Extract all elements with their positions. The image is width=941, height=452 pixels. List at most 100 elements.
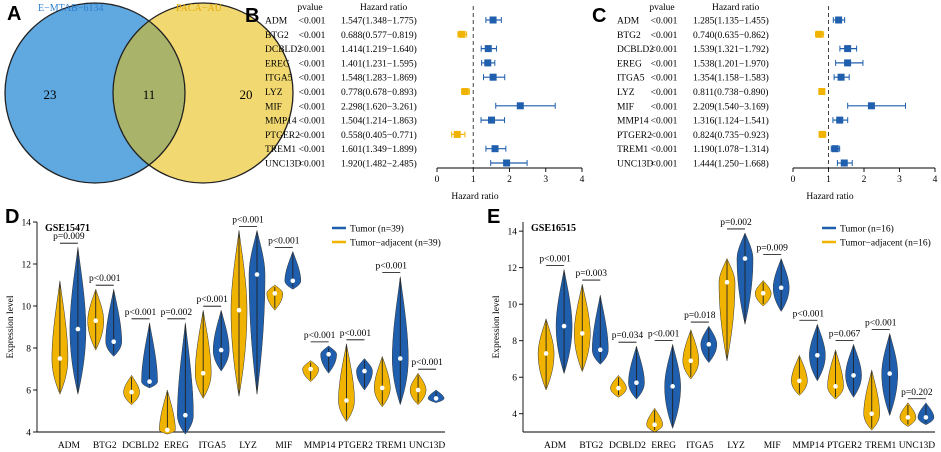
forest_c-pvalue: <0.001 [651,117,678,127]
legend-label-tumor: Tumor (n=16) [840,224,894,235]
forest_b-point-estimate [488,116,496,124]
violin-median-adjacent [760,290,766,296]
x-category-label: PTGER2 [338,441,373,451]
violin-plot-d: D 4 6 8 10 12 14 Expression level GSE15471 Tumor… [5,206,445,451]
violin-median-adjacent [415,387,421,393]
forest-c-xlabel: Hazard ratio [806,192,853,202]
violin-median-adjacent [905,415,911,420]
violin-median-adjacent [344,398,349,403]
p-value-label: p=0.202 [901,388,933,398]
forest_c-point-estimate [818,130,826,138]
forest_c-tick-label: 3 [897,175,902,185]
violin-median-tumor [887,371,893,376]
forest_b-tick-label: 0 [435,175,440,185]
violin-median-tumor [397,356,403,361]
legend-label-tumor: Tumor (n=39) [350,224,404,235]
forest_c-pvalue: <0.001 [651,131,678,141]
x-category-label: MMP14 [304,441,336,451]
forest_c-pvalue: <0.001 [651,102,678,112]
forest_b-gene-label: ITGA5 [265,74,293,84]
forest_b-point-estimate [458,30,466,38]
forest_b-pvalue: <0.001 [299,88,326,98]
violin-y-tick-label: 10 [22,303,32,313]
violin-median-adjacent [93,318,99,324]
x-category-label: ADM [58,441,81,451]
p-value-label: p<0.001 [340,329,372,339]
forest_b-hr-text: 1.601(1.349−1.899) [341,144,417,155]
forest_b-gene-label: MIF [265,102,282,112]
venn-right-label: PACA−AU [176,3,223,14]
p-value-label: p=0.009 [756,244,788,254]
violin-median-adjacent [797,378,802,384]
forest_b-pvalue: <0.001 [299,31,326,41]
forest_b-point-estimate [484,45,492,53]
p-value-label: p<0.001 [196,295,228,305]
forest_c-pvalue: <0.001 [651,145,678,155]
forest_b-pvalue: <0.001 [299,131,326,141]
violin-median-tumor [923,415,929,420]
forest_b-hr-text: 0.558(0.405−0.771) [341,130,417,141]
x-category-label: DCBLD2 [609,441,646,451]
violin-median-tumor [111,339,117,345]
forest_b-gene-label: PTGER2 [265,131,300,141]
forest-b-pvalue-header: pvalue [297,3,322,13]
forest_b-gene-label: ADM [265,17,288,27]
forest_c-tick-label: 0 [791,175,796,185]
forest_b-tick-label: 1 [471,175,476,185]
p-value-label: p=0.067 [829,329,861,339]
x-category-label: EREG [164,441,189,451]
forest_b-pvalue: <0.001 [299,102,326,112]
forest_c-pvalue: <0.001 [651,59,678,69]
panel-letter-a: A [7,3,21,25]
forest_b-gene-label: DCBLD2 [265,45,302,55]
panel-letter-b: B [245,5,259,27]
forest_b-point-estimate [503,159,511,167]
violin-y-axis-label: Expression level [492,295,502,358]
forest_c-point-estimate [867,102,875,110]
forest_c-point-estimate [837,73,845,81]
forest_b-point-estimate [491,145,499,153]
p-value-label: p<0.001 [304,331,336,341]
violin-median-adjacent [688,358,694,364]
forest_c-hr-text: 1.316(1.124−1.541) [693,116,769,127]
violin-y-tick-label: 8 [26,345,31,355]
x-category-label: TREM1 [865,441,896,451]
panel-letter-d: D [5,206,19,228]
p-value-label: p=0.009 [53,232,85,242]
forest_b-pvalue: <0.001 [299,45,326,55]
x-category-label: BTG2 [579,441,603,451]
violin-median-adjacent [129,389,134,395]
p-value-label: p<0.001 [793,309,825,319]
forest_b-hr-text: 1.401(1.231−1.595) [341,58,417,69]
violin-median-adjacent [579,331,585,336]
violin-y-tick-label: 12 [22,261,32,271]
violin-median-tumor [706,342,712,347]
forest_c-gene-label: MMP14 [617,117,649,127]
violin-y-axis-label: Expression level [6,295,16,358]
forest_c-pvalue: <0.001 [651,88,678,98]
venn-overlap-count: 11 [143,87,156,102]
forest_c-gene-label: UNC13D [617,160,654,170]
violin-y-tick-label: 8 [512,337,517,347]
forest_c-gene-label: ADM [617,17,640,27]
forest_c-pvalue: <0.001 [651,31,678,41]
p-value-label: p<0.001 [89,274,121,284]
forest_b-gene-label: EREG [265,59,290,69]
forest_c-hr-text: 1.444(1.250−1.668) [693,159,769,170]
forest_b-point-estimate [453,130,461,138]
p-value-label: p<0.001 [865,318,897,328]
violin-plot-e: E 4 6 8 10 12 14 Expression level GSE16515 Tumor… [487,206,935,451]
violin-median-adjacent [543,351,549,356]
forest-c-pvalue-header: pvalue [649,3,674,13]
forest_b-gene-label: MMP14 [265,117,297,127]
venn-overlap [113,3,185,183]
p-value-label: p<0.001 [268,236,300,246]
violin-median-tumor [147,379,152,384]
violin-median-tumor [433,396,439,401]
violin-median-tumor [815,353,820,358]
venn-panel: E−MTAB−6134 PACA−AU 23 11 20 A [4,2,294,184]
p-value-label: p=0.018 [684,311,716,321]
violin-median-adjacent [833,384,838,389]
forest_c-hr-text: 1.354(1.158−1.583) [693,73,769,84]
x-category-label: TREM1 [376,441,407,451]
